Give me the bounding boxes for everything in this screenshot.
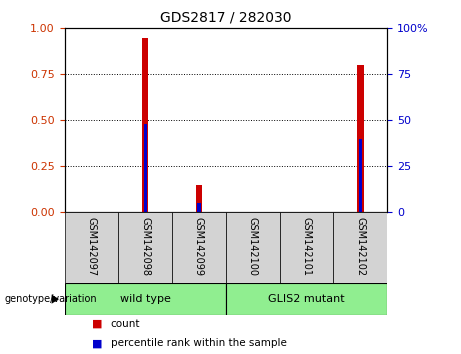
- Bar: [118, 212, 172, 283]
- Title: GDS2817 / 282030: GDS2817 / 282030: [160, 10, 292, 24]
- Bar: [196, 185, 202, 212]
- Text: ■: ■: [92, 319, 103, 329]
- Text: genotype/variation: genotype/variation: [5, 294, 97, 304]
- Bar: [197, 203, 201, 212]
- Bar: [226, 283, 387, 315]
- Polygon shape: [52, 295, 59, 304]
- Text: count: count: [111, 319, 140, 329]
- Bar: [333, 212, 387, 283]
- Text: GSM142102: GSM142102: [355, 217, 366, 276]
- Text: wild type: wild type: [120, 294, 171, 304]
- Text: GSM142101: GSM142101: [301, 217, 312, 276]
- Text: GLIS2 mutant: GLIS2 mutant: [268, 294, 345, 304]
- Bar: [357, 65, 364, 212]
- Bar: [65, 212, 118, 283]
- Text: percentile rank within the sample: percentile rank within the sample: [111, 338, 287, 348]
- Text: GSM142100: GSM142100: [248, 217, 258, 276]
- Bar: [65, 283, 226, 315]
- Bar: [226, 212, 280, 283]
- Bar: [144, 124, 147, 212]
- Text: GSM142098: GSM142098: [140, 217, 150, 276]
- Bar: [172, 212, 226, 283]
- Bar: [359, 139, 362, 212]
- Bar: [142, 38, 148, 212]
- Bar: [280, 212, 333, 283]
- Text: GSM142097: GSM142097: [86, 217, 96, 276]
- Text: GSM142099: GSM142099: [194, 217, 204, 276]
- Text: ■: ■: [92, 338, 103, 348]
